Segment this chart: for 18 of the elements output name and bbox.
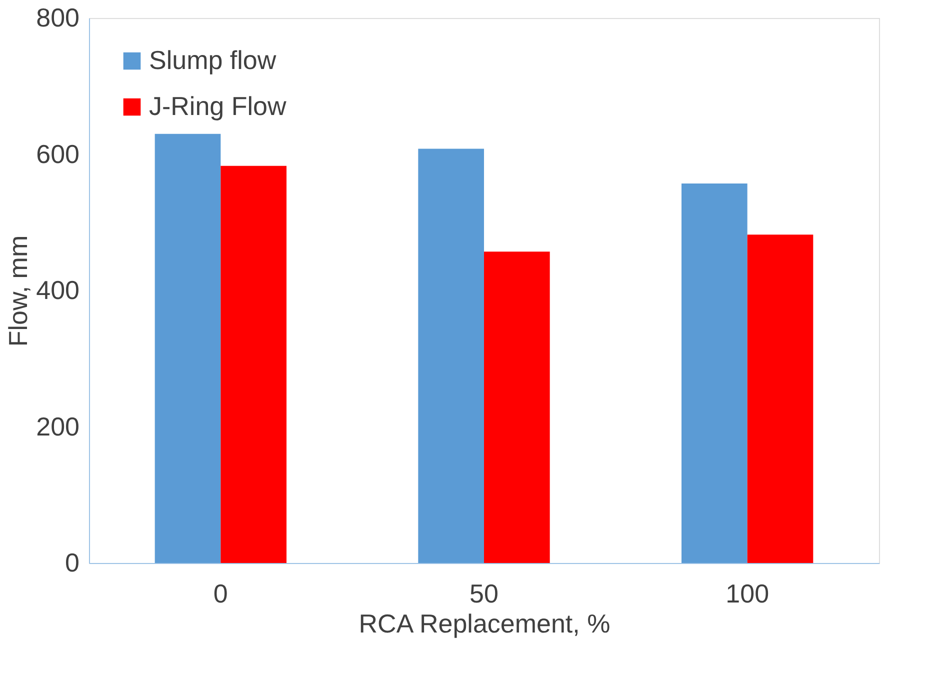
x-tick-label: 100 bbox=[726, 578, 770, 608]
y-tick-label: 600 bbox=[36, 138, 80, 169]
y-tick-label: 200 bbox=[36, 411, 80, 442]
x-axis-title: RCA Replacement, % bbox=[358, 608, 610, 638]
bar bbox=[484, 252, 550, 563]
y-tick-label: 400 bbox=[36, 275, 80, 305]
y-axis-title: Flow, mm bbox=[3, 235, 34, 347]
legend-label: Slump flow bbox=[149, 45, 276, 75]
x-tick-label: 50 bbox=[470, 578, 498, 608]
y-tick-label: 800 bbox=[36, 2, 80, 32]
bar bbox=[154, 134, 221, 563]
bar bbox=[220, 166, 286, 563]
bar bbox=[418, 148, 484, 563]
y-tick-label: 0 bbox=[65, 548, 80, 578]
bar bbox=[747, 234, 814, 563]
legend-label: J-Ring Flow bbox=[149, 91, 286, 121]
bar bbox=[682, 184, 748, 563]
x-tick-label: 0 bbox=[213, 578, 228, 608]
